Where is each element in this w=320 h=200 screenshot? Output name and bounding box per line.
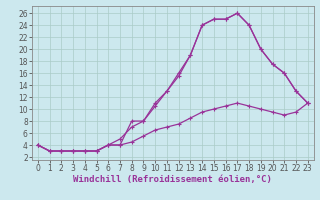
X-axis label: Windchill (Refroidissement éolien,°C): Windchill (Refroidissement éolien,°C) [73,175,272,184]
